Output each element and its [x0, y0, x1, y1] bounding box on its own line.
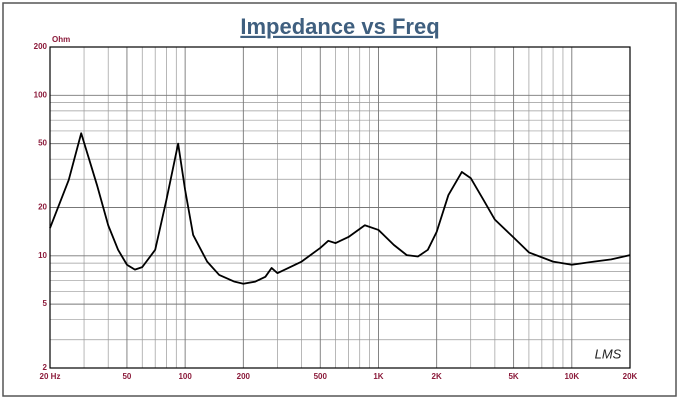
y-tick-label: 10 [38, 251, 47, 260]
y-tick-label: 100 [34, 90, 48, 99]
x-tick-label: 1K [373, 372, 383, 381]
plot-frame [49, 46, 631, 369]
x-tick-label: 10K [564, 372, 579, 381]
x-tick-label: 5K [508, 372, 518, 381]
x-tick-label: 20K [623, 372, 638, 381]
x-tick-label: 100 [178, 372, 192, 381]
x-tick-label: 2K [432, 372, 442, 381]
y-tick-label: 2 [43, 363, 48, 372]
y-tick-label: 50 [38, 139, 47, 148]
y-tick-label: 200 [34, 42, 48, 51]
chart-title: Impedance vs Freq [240, 14, 439, 39]
x-tick-label: 20 Hz [40, 372, 61, 381]
annotation: LMS [595, 346, 622, 361]
x-tick-label: 200 [237, 372, 251, 381]
y-tick-label: 20 [38, 203, 47, 212]
impedance-line [49, 132, 631, 285]
x-tick-label: 500 [314, 372, 328, 381]
x-tick-label: 50 [122, 372, 131, 381]
y-tick-label: 5 [43, 299, 48, 308]
y-unit: Ohm [52, 35, 70, 44]
